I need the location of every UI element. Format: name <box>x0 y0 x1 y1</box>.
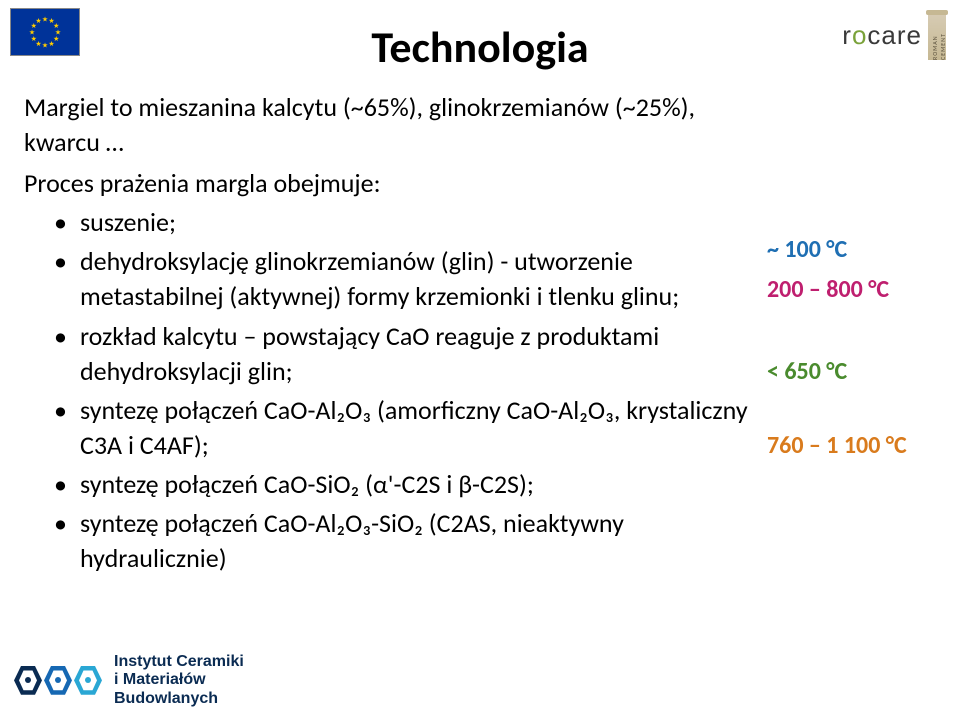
bullet-item: dehydroksylację glinokrzemianów (glin) -… <box>54 244 760 314</box>
hexagon-icon <box>14 664 42 696</box>
bullet-item: syntezę połączeń CaO-SiO₂ (α'-C2S i β-C2… <box>54 467 760 502</box>
slide-body: Margiel to mieszanina kalcytu (~65%), gl… <box>24 90 760 580</box>
temperature-annotations: ~ 100 °C 200 – 800 °C < 650 °C 760 – 1 100 … <box>767 236 942 496</box>
hexagon-icon <box>74 664 102 696</box>
bullet-item: syntezę połączeń CaO-Al₂O₃-SiO₂ (C2AS, n… <box>54 506 760 576</box>
bullet-item: rozkład kalcytu – powstający CaO reaguje… <box>54 319 760 389</box>
footer-institute-logo: Instytut Ceramikii MateriałówBudowlanych <box>14 653 244 708</box>
institute-name: Instytut Ceramikii MateriałówBudowlanych <box>114 653 244 708</box>
bullet-item: syntezę połączeń CaO-Al₂O₃ (amorficzny C… <box>54 393 760 463</box>
institute-name-line: Budowlanych <box>114 690 244 708</box>
lead-text: Margiel to mieszanina kalcytu (~65%), gl… <box>24 90 760 160</box>
institute-name-line: i Materiałów <box>114 671 244 689</box>
bullet-item: suszenie; <box>54 205 760 240</box>
hexagon-icon <box>44 664 72 696</box>
temperature-label: 200 – 800 °C <box>767 276 942 305</box>
hexagon-icon-group <box>14 664 102 696</box>
temperature-label: ~ 100 °C <box>767 236 942 265</box>
temperature-label: 760 – 1 100 °C <box>767 432 942 461</box>
bullet-list: suszenie; dehydroksylację glinokrzemianów… <box>24 205 760 576</box>
slide-title: Technologia <box>0 20 960 74</box>
subhead-text: Proces prażenia margla obejmuje: <box>24 166 760 201</box>
institute-name-line: Instytut Ceramiki <box>114 653 244 671</box>
temperature-label: < 650 °C <box>767 358 942 387</box>
